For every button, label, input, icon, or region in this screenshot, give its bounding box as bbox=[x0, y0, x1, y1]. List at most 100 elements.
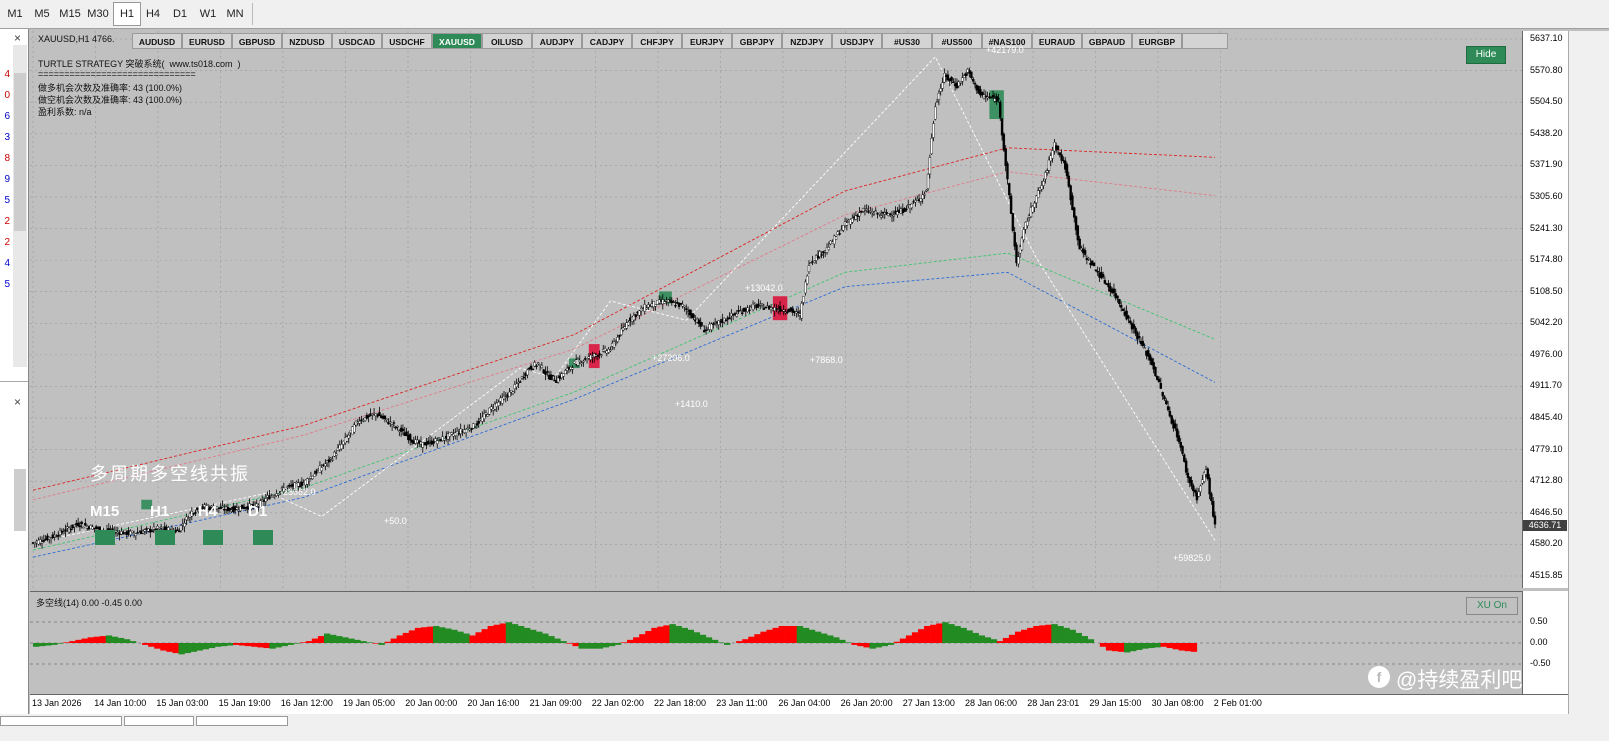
close-icon-2[interactable]: × bbox=[14, 395, 22, 409]
indicator-bar bbox=[511, 624, 519, 643]
symbol-euraud[interactable]: EURAUD bbox=[1032, 33, 1082, 49]
candle-body bbox=[114, 530, 118, 533]
candle-body bbox=[251, 504, 255, 506]
candle-body bbox=[800, 303, 803, 319]
indicator-bar bbox=[408, 630, 416, 643]
symbol-chfjpy[interactable]: CHFJPY bbox=[632, 33, 682, 49]
timeframe-mn[interactable]: MN bbox=[226, 8, 244, 20]
candle-body bbox=[1022, 229, 1025, 240]
candle-body bbox=[813, 260, 816, 263]
hide-button[interactable]: Hide bbox=[1466, 46, 1506, 64]
candle-body bbox=[952, 81, 955, 83]
candle-body bbox=[910, 203, 914, 208]
symbol-nas100[interactable]: #NAS100 bbox=[982, 33, 1032, 49]
sheet-tab-1[interactable] bbox=[0, 716, 122, 726]
candle-body bbox=[1186, 472, 1190, 478]
timeframe-m15[interactable]: M15 bbox=[59, 8, 81, 20]
candle-body bbox=[1092, 262, 1096, 267]
candle-body bbox=[535, 365, 538, 367]
symbol-cadjpy[interactable]: CADJPY bbox=[582, 33, 632, 49]
trade-result-label: +13042.0 bbox=[745, 283, 783, 293]
timeframe-h1[interactable]: H1 bbox=[113, 2, 141, 26]
indicator-bar bbox=[627, 639, 634, 643]
price-tick-label: 4779.10 bbox=[1530, 443, 1563, 454]
candle-body bbox=[1078, 238, 1081, 250]
symbol-audjpy[interactable]: AUDJPY bbox=[532, 33, 582, 49]
timeframe-w1[interactable]: W1 bbox=[199, 8, 217, 20]
timeframe-h4[interactable]: H4 bbox=[145, 8, 161, 20]
symbol-eurgbp[interactable]: EURGBP bbox=[1132, 33, 1182, 49]
indicator-bar bbox=[57, 643, 64, 644]
symbol-xauusd[interactable]: XAUUSD bbox=[432, 33, 482, 49]
candle-body bbox=[1002, 133, 1006, 151]
symbol-gbpjpy[interactable]: GBPJPY bbox=[732, 33, 782, 49]
candle-body bbox=[203, 504, 206, 507]
left-scroll-thumb-2[interactable] bbox=[14, 469, 26, 531]
candle-body bbox=[717, 320, 720, 325]
candle-body bbox=[1154, 367, 1157, 377]
mtf-signal-box bbox=[203, 530, 223, 545]
candle-body bbox=[1062, 159, 1065, 162]
symbol-nzdusd[interactable]: NZDUSD bbox=[282, 33, 332, 49]
close-icon[interactable]: × bbox=[14, 31, 22, 45]
indicator-bar bbox=[881, 643, 888, 647]
symbol-oilusd[interactable]: OILUSD bbox=[482, 33, 532, 49]
candle-body bbox=[367, 415, 370, 418]
candle-body bbox=[888, 213, 892, 215]
indicator-bar bbox=[857, 643, 864, 647]
candle-body bbox=[197, 511, 201, 513]
candle-body bbox=[1179, 442, 1182, 448]
indicator-bar bbox=[269, 643, 276, 649]
symbol-usdchf[interactable]: USDCHF bbox=[382, 33, 432, 49]
sheet-tab-3[interactable] bbox=[196, 716, 288, 726]
candle-body bbox=[1009, 195, 1013, 214]
candle-body bbox=[1060, 154, 1063, 161]
candle-body bbox=[657, 299, 661, 304]
candle-body bbox=[612, 341, 616, 348]
left-scroll-thumb[interactable] bbox=[14, 73, 26, 231]
candle-body bbox=[614, 342, 618, 344]
timeframe-m30[interactable]: M30 bbox=[87, 8, 109, 20]
candle-body bbox=[531, 368, 535, 371]
price-axis[interactable] bbox=[1522, 31, 1569, 588]
symbol-us500[interactable]: #US500 bbox=[932, 33, 982, 49]
candle-body bbox=[347, 434, 351, 439]
info-title: TURTLE STRATEGY 突破系统( www.ts018.com ) bbox=[38, 59, 241, 69]
indicator-bar bbox=[917, 629, 925, 643]
indicator-bar bbox=[905, 635, 913, 643]
left-panel-value: 3 bbox=[4, 132, 10, 143]
indicator-bar bbox=[1111, 643, 1119, 652]
xu-on-button[interactable]: XU On bbox=[1466, 597, 1518, 615]
candle-body bbox=[176, 529, 179, 531]
candle-body bbox=[1107, 283, 1110, 288]
symbol-usdjpy[interactable]: USDJPY bbox=[832, 33, 882, 49]
symbol-audusd[interactable]: AUDUSD bbox=[132, 33, 182, 49]
info-separator: ============================== bbox=[38, 69, 196, 79]
symbol-nzdjpy[interactable]: NZDJPY bbox=[782, 33, 832, 49]
indicator-bar bbox=[984, 637, 992, 643]
candle-body bbox=[874, 210, 877, 213]
candle-body bbox=[353, 424, 356, 433]
indicator-bar bbox=[566, 643, 573, 644]
indicator-bar bbox=[645, 631, 652, 643]
price-tick-label: 5174.80 bbox=[1530, 254, 1563, 265]
symbol-us30[interactable]: #US30 bbox=[882, 33, 932, 49]
timeframe-m1[interactable]: M1 bbox=[7, 8, 23, 20]
candle-body bbox=[1047, 159, 1051, 171]
indicator-bar bbox=[305, 641, 313, 643]
symbol-eurusd[interactable]: EURUSD bbox=[182, 33, 232, 49]
candle-body bbox=[825, 247, 829, 253]
symbol-usdcad[interactable]: USDCAD bbox=[332, 33, 382, 49]
candle-body bbox=[834, 236, 838, 240]
candle-body bbox=[751, 303, 755, 311]
candle-body bbox=[578, 360, 581, 363]
symbol-gbpaud[interactable]: GBPAUD bbox=[1082, 33, 1132, 49]
symbol-eurjpy[interactable]: EURJPY bbox=[682, 33, 732, 49]
timeframe-d1[interactable]: D1 bbox=[172, 8, 188, 20]
indicator-bar bbox=[414, 627, 422, 643]
sheet-tab-2[interactable] bbox=[124, 716, 194, 726]
candle-body bbox=[69, 528, 73, 531]
timeframe-m5[interactable]: M5 bbox=[34, 8, 50, 20]
symbol-gbpusd[interactable]: GBPUSD bbox=[232, 33, 282, 49]
candle-body bbox=[1036, 190, 1040, 198]
